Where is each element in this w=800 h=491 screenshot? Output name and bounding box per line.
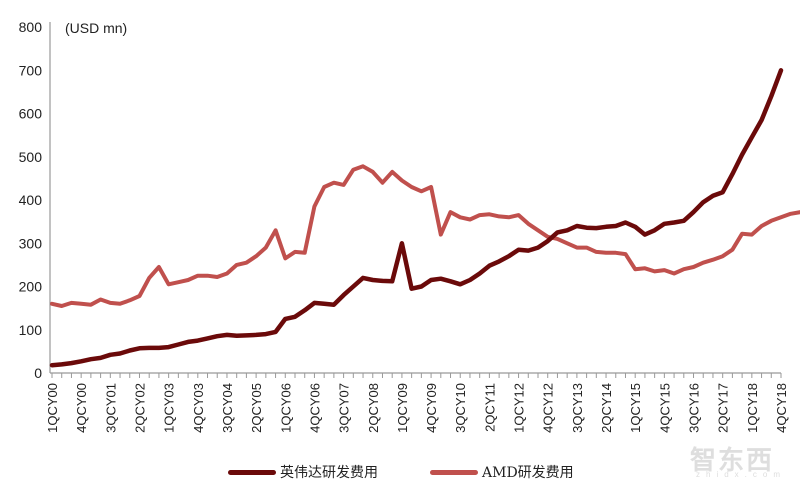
legend-label-amd: AMD研发费用 [482,465,574,481]
y-tick-label: 300 [19,235,43,251]
series-line-nvidia [49,68,784,368]
series-layer [49,68,800,368]
y-tick-label: 100 [19,322,43,338]
x-tick-label: 3QCY16 [687,383,702,433]
x-tick-label: 1QCY15 [628,383,643,433]
x-tick-label: 3QCY01 [103,383,118,433]
x-tick-label: 3QCY10 [453,383,468,433]
x-tick-label: 1QCY12 [512,383,527,433]
x-tick-label: 2QCY05 [249,383,264,433]
x-tick-label: 2QCY11 [482,383,497,432]
x-tick-label: 1QCY03 [162,383,177,433]
y-tick-label: 0 [34,365,42,381]
y-axis: 0 100 200 300 400 500 600 700 800 [19,19,51,381]
y-tick-label: 600 [19,106,43,122]
y-tick-label: 400 [19,192,43,208]
x-tick-label: 3QCY04 [220,383,235,433]
x-tick-label: 4QCY00 [74,383,89,433]
y-tick-label: 700 [19,62,43,78]
x-tick-label: 1QCY00 [45,383,60,433]
y-tick-label: 800 [19,19,43,35]
x-tick-label: 3QCY13 [570,383,585,433]
y-tick-label: 200 [19,279,43,295]
x-tick-label: 4QCY06 [307,383,322,433]
unit-label: (USD mn) [65,20,127,36]
x-tick-label: 1QCY09 [395,383,410,433]
x-tick-label: 4QCY15 [657,383,672,433]
x-tick-label: 1QCY18 [745,383,760,433]
x-tick-label: 4QCY18 [774,383,789,433]
legend: 英伟达研发费用 AMD研发费用 [228,462,574,482]
x-tick-label: 1QCY06 [278,383,293,433]
y-tick-label: 500 [19,149,43,165]
x-tick-label: 2QCY08 [366,383,381,433]
x-tick-label: 4QCY12 [541,383,556,433]
x-tick-label: 4QCY03 [191,383,206,433]
legend-item-nvidia: 英伟达研发费用 [228,462,378,482]
series-line-amd [50,164,800,308]
x-axis: 1QCY00 4QCY00 3QCY01 2QCY02 1QCY03 4QCY03 3QCY… [45,372,789,433]
x-tick-label: 2QCY14 [599,383,614,433]
x-tick-label: 2QCY17 [716,383,731,433]
x-tick-label: 4QCY09 [424,383,439,433]
legend-swatch-nvidia [228,469,276,475]
legend-swatch-amd [430,469,478,475]
x-tick-label: 2QCY02 [132,383,147,433]
x-tick-label: 3QCY07 [337,383,352,433]
watermark-logo: 智东西 [690,445,775,475]
legend-label-nvidia: 英伟达研发费用 [280,465,378,481]
watermark-url: zhidx.com [696,470,787,479]
legend-item-amd: AMD研发费用 [430,462,574,482]
